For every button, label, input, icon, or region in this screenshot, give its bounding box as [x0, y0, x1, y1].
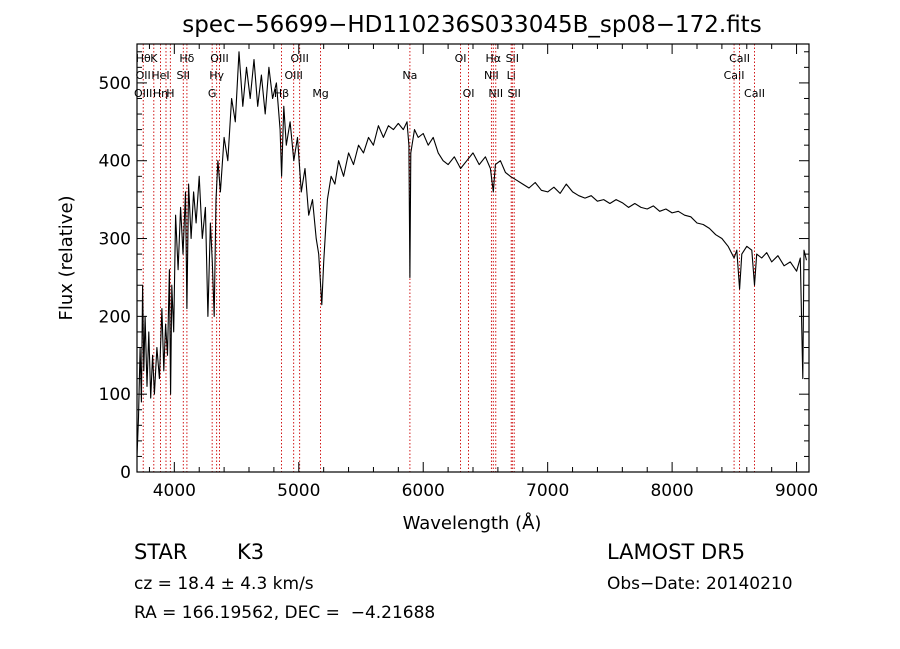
spectral-line-label: Hβ — [274, 87, 289, 100]
x-axis-label: Wavelength (Å) — [403, 512, 542, 534]
y-tick-label: 500 — [99, 74, 131, 94]
spectral-line-label: OIII — [290, 52, 308, 65]
spectral-line-label: OI — [455, 52, 467, 65]
spectral-line-label: SII — [177, 69, 190, 82]
spectral-line-label: H — [166, 87, 174, 100]
x-tick-label: 8000 — [650, 481, 693, 501]
spectral-line-label: SII — [506, 52, 519, 65]
spectral-line-label: Hθ — [136, 52, 151, 65]
spectral-line-markers: HθOIIOIIIKHeIHηHSIIHδGHγOIIIHβOIIIOIIIMg… — [134, 44, 765, 472]
y-tick-label: 0 — [120, 463, 131, 483]
x-tick-label: 6000 — [402, 481, 445, 501]
spectral-line-label: SII — [507, 87, 520, 100]
axis-ticks: 4000 5000 6000 7000 8000 9000 0 100 200 300 400 500 — [99, 44, 818, 501]
survey-name: LAMOST DR5 — [607, 540, 746, 564]
spectral-line-label: Hη — [153, 87, 168, 100]
x-tick-label: 7000 — [526, 481, 569, 501]
spectral-line-label: NII — [488, 87, 503, 100]
spectral-line-label: NII — [484, 69, 499, 82]
ra-dec-coordinates: RA = 166.19562, DEC = −4.21688 — [134, 603, 436, 623]
spectral-line-label: OIII — [210, 52, 228, 65]
x-tick-label: 5000 — [277, 481, 320, 501]
spectral-line-label: OIII — [134, 87, 152, 100]
y-axis-label: Flux (relative) — [56, 195, 77, 320]
spectrum-series — [136, 51, 808, 457]
redshift-velocity: cz = 18.4 ± 4.3 km/s — [134, 574, 314, 594]
spectral-line-label: CaII — [724, 69, 745, 82]
spectral-line-label: Li — [507, 69, 516, 82]
spectral-line-label: Hα — [486, 52, 502, 65]
spectral-line-label: HeI — [151, 69, 169, 82]
y-tick-label: 100 — [99, 385, 131, 405]
spectral-line-label: CaII — [744, 87, 765, 100]
spectral-line-label: Hγ — [209, 69, 224, 82]
object-class: STAR — [134, 540, 188, 564]
y-tick-label: 400 — [99, 152, 131, 172]
spectral-line-label: Mg — [312, 87, 328, 100]
spectral-line-label: Na — [402, 69, 417, 82]
spectral-line-label: G — [208, 87, 217, 100]
spectrum-line — [136, 51, 808, 457]
spectral-line-label: CaII — [729, 52, 750, 65]
spectral-line-label: OII — [136, 69, 151, 82]
spectral-line-label: Hδ — [179, 52, 194, 65]
y-tick-label: 200 — [99, 307, 131, 327]
y-tick-label: 300 — [99, 230, 131, 250]
x-tick-label: 9000 — [775, 481, 818, 501]
chart-title: spec−56699−HD110236S033045B_sp08−172.fit… — [182, 12, 761, 38]
spectral-subclass: K3 — [237, 540, 265, 564]
x-tick-label: 4000 — [153, 481, 196, 501]
observation-date: Obs−Date: 20140210 — [607, 574, 793, 594]
plot-frame — [136, 43, 810, 473]
spectral-line-label: OI — [463, 87, 475, 100]
spectral-line-label: K — [150, 52, 158, 65]
spectral-line-label: OIII — [284, 69, 302, 82]
